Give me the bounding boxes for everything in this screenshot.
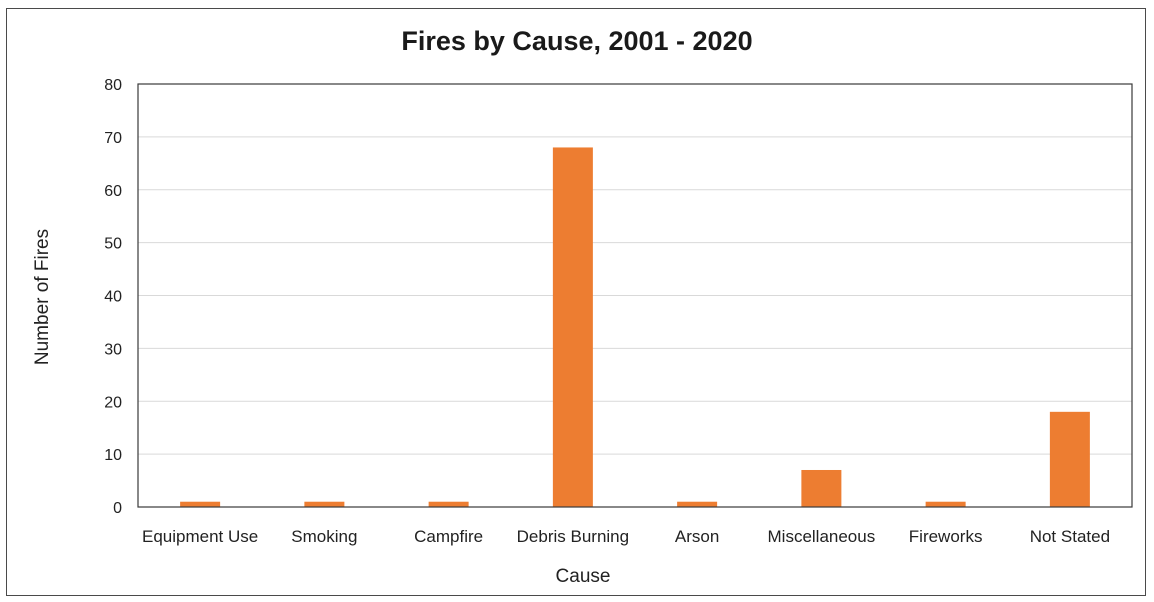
x-tick-label: Smoking [291,527,357,546]
bar-not-stated [1049,411,1090,507]
bar-miscellaneous [801,469,842,507]
bars [180,147,1090,507]
x-tick-label: Debris Burning [517,527,629,546]
bar-debris-burning [552,147,593,507]
y-tick-label: 10 [104,447,122,464]
chart-title: Fires by Cause, 2001 - 2020 [401,26,753,56]
y-axis-ticks: 0 10 20 30 40 50 60 70 80 [104,77,122,517]
x-tick-label: Arson [675,527,719,546]
y-tick-label: 50 [104,236,122,253]
y-tick-label: 40 [104,289,122,306]
y-tick-label: 70 [104,130,122,147]
y-tick-label: 0 [113,500,122,517]
x-axis-labels: Equipment Use Smoking Campfire Debris Burni… [142,527,1110,546]
bar-equipment-use [180,501,221,507]
x-tick-label: Fireworks [909,527,983,546]
x-tick-label: Not Stated [1030,527,1110,546]
y-tick-label: 30 [104,341,122,358]
bar-smoking [304,501,345,507]
y-tick-label: 80 [104,77,122,94]
gridlines [138,83,1132,508]
x-tick-label: Campfire [414,527,483,546]
plot-area-border [137,83,1133,508]
y-tick-label: 60 [104,183,122,200]
bar-campfire [428,501,469,507]
x-axis-title: Cause [555,566,611,587]
y-tick-label: 20 [104,394,122,411]
x-tick-label: Equipment Use [142,527,258,546]
bar-arson [677,501,718,507]
bar-fireworks [925,501,966,507]
x-tick-label: Miscellaneous [768,527,876,546]
